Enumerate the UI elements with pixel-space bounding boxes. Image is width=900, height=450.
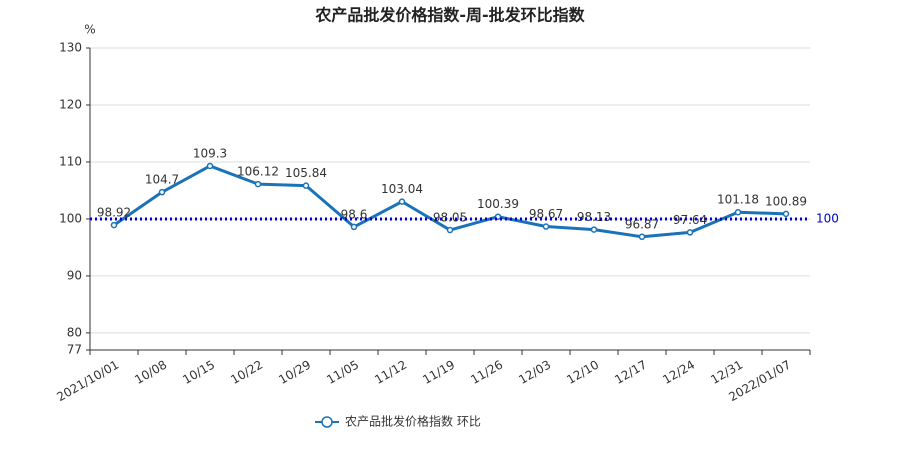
data-label: 98.92	[97, 206, 131, 220]
y-tick-label: 77	[67, 343, 82, 357]
y-tick-label: 100	[59, 211, 82, 225]
point	[686, 229, 694, 236]
x-tick-label: 12/10	[564, 358, 601, 387]
point	[638, 233, 646, 241]
point	[398, 198, 406, 205]
point	[302, 182, 310, 189]
x-tick-label: 12/03	[516, 358, 553, 387]
data-label: 109.3	[193, 146, 227, 160]
x-tick-label: 11/26	[468, 358, 505, 387]
point	[110, 221, 118, 229]
x-tick-label: 11/12	[372, 358, 409, 387]
y-tick-label: 110	[59, 154, 82, 168]
mark-line-label: 100	[816, 211, 839, 225]
point	[446, 226, 454, 234]
x-tick-label: 12/31	[708, 358, 745, 387]
x-tick-label: 10/15	[180, 358, 217, 387]
data-label: 101.18	[717, 193, 759, 207]
point	[782, 210, 790, 218]
point	[206, 162, 214, 170]
data-label: 104.7	[145, 173, 179, 187]
point	[158, 188, 166, 196]
chart-title: 农产品批发价格指数-周-批发环比指数	[314, 6, 585, 25]
data-label: 98.67	[529, 207, 563, 221]
y-tick-label: 120	[59, 97, 82, 111]
legend-marker	[321, 416, 333, 428]
point	[254, 180, 262, 188]
data-label: 100.39	[477, 197, 519, 211]
y-tick-label: 80	[67, 325, 82, 339]
point	[734, 208, 742, 216]
data-label: 100.89	[765, 194, 807, 208]
x-tick-label: 10/08	[132, 358, 169, 387]
point	[590, 226, 598, 233]
data-label: 105.84	[285, 166, 327, 180]
data-label: 96.87	[625, 217, 659, 231]
x-tick-label: 10/22	[228, 358, 265, 387]
data-label: 103.04	[381, 182, 423, 196]
data-label: 98.6	[341, 207, 368, 221]
y-tick-label: 130	[59, 41, 82, 55]
y-tick-label: 90	[67, 268, 82, 282]
data-label: 106.12	[237, 165, 279, 179]
point	[350, 223, 358, 231]
x-tick-label: 11/05	[324, 358, 361, 387]
x-tick-label: 11/19	[420, 358, 457, 387]
x-tick-label: 12/24	[660, 358, 697, 387]
x-tick-label: 2021/10/01	[54, 358, 121, 405]
y-axis-label: %	[84, 23, 95, 37]
x-tick-label: 10/29	[276, 358, 313, 387]
point	[542, 223, 550, 230]
data-label: 98.13	[577, 210, 611, 224]
legend-label: 农产品批发价格指数 环比	[345, 414, 481, 429]
x-tick-label: 12/17	[612, 358, 649, 387]
